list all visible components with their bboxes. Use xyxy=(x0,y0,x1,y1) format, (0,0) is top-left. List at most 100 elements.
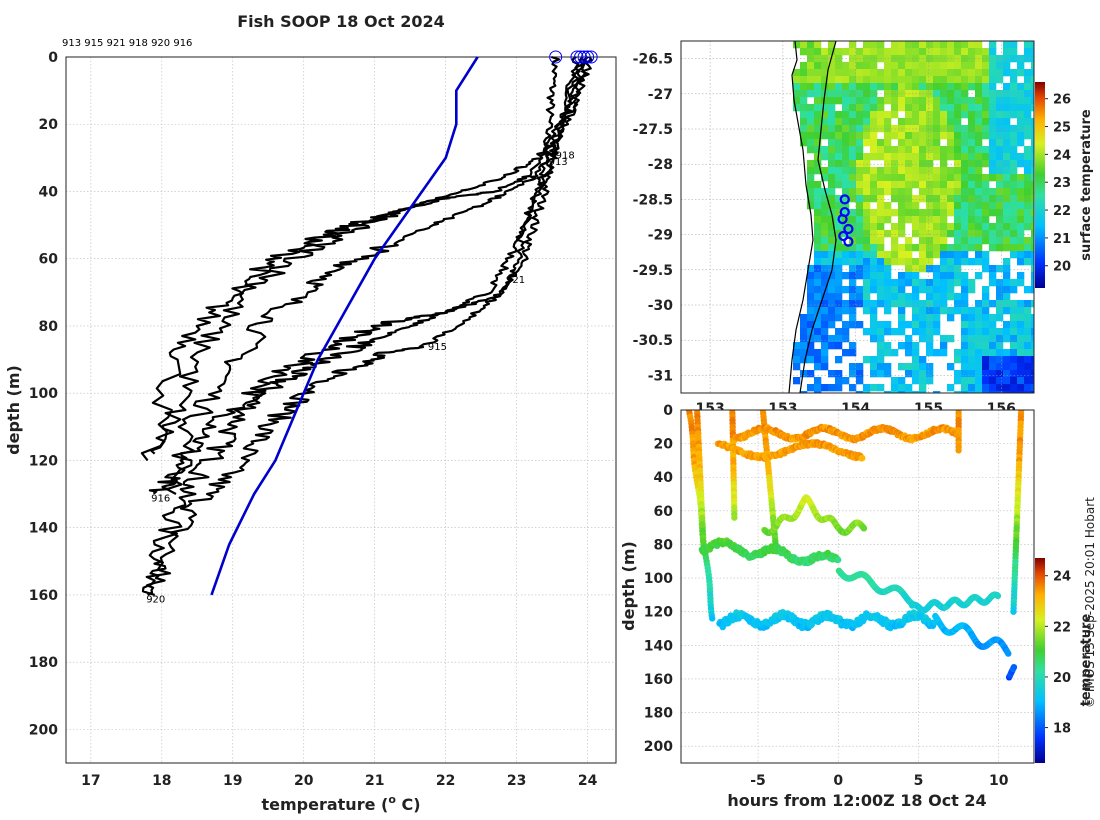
map-sst-cell xyxy=(912,377,920,385)
map-sst-cell xyxy=(968,48,976,56)
map-sst-cell xyxy=(954,153,962,161)
map-sst-cell xyxy=(933,265,941,273)
map-sst-cell xyxy=(975,41,983,49)
map-sst-cell xyxy=(933,48,941,56)
map-sst-cell xyxy=(898,167,906,175)
map-sst-cell xyxy=(961,209,969,217)
map-sst-cell xyxy=(989,314,997,322)
map-sst-cell xyxy=(940,41,948,49)
map-sst-cell xyxy=(926,181,934,189)
map-sst-cell xyxy=(954,83,962,91)
map-sst-cell xyxy=(954,356,962,364)
map-sst-cell xyxy=(863,384,871,392)
map-sst-cell xyxy=(1017,111,1025,119)
map-sst-cell xyxy=(961,321,969,329)
map-sst-cell xyxy=(828,48,836,56)
map-sst-cell xyxy=(996,314,1004,322)
map-sst-cell xyxy=(891,209,899,217)
map-lat-tick-label: -31 xyxy=(648,368,673,384)
map-sst-cell xyxy=(1010,139,1018,147)
map-sst-cell xyxy=(821,279,829,287)
map-sst-cell xyxy=(961,300,969,308)
map-sst-cell xyxy=(821,300,829,308)
map-sst-cell xyxy=(968,202,976,210)
map-sst-cell xyxy=(828,153,836,161)
map-sst-cell xyxy=(870,41,878,49)
map-sst-cell xyxy=(975,321,983,329)
map-sst-cell xyxy=(898,363,906,371)
map-sst-cell xyxy=(1010,216,1018,224)
map-sst-cell xyxy=(849,370,857,378)
map-sst-cell xyxy=(828,69,836,77)
map-sst-cell xyxy=(877,111,885,119)
map-sst-cell xyxy=(849,384,857,392)
map-sst-cell xyxy=(807,111,815,119)
map-sst-cell xyxy=(877,328,885,336)
map-sst-cell xyxy=(842,195,850,203)
map-sst-cell xyxy=(884,251,892,259)
map-sst-cell xyxy=(968,69,976,77)
map-sst-cell xyxy=(940,188,948,196)
map-sst-cell xyxy=(807,69,815,77)
map-sst-cell xyxy=(989,76,997,84)
map-sst-cell xyxy=(849,349,857,357)
map-sst-cell xyxy=(793,342,801,350)
map-sst-cell xyxy=(940,258,948,266)
map-sst-cell xyxy=(884,286,892,294)
map-sst-cell xyxy=(989,195,997,203)
map-sst-cell xyxy=(1003,356,1011,364)
map-sst-cell xyxy=(961,160,969,168)
sst-colorbar-tick-label: 24 xyxy=(1053,148,1071,163)
map-sst-cell xyxy=(891,251,899,259)
map-sst-cell xyxy=(1031,41,1034,49)
map-sst-cell xyxy=(968,377,976,385)
map-sst-cell xyxy=(800,41,808,49)
map-sst-cell xyxy=(800,62,808,70)
map-sst-cell xyxy=(828,237,836,245)
map-sst-cell xyxy=(919,118,927,126)
map-sst-cell xyxy=(926,118,934,126)
map-sst-cell xyxy=(940,181,948,189)
map-sst-cell xyxy=(996,286,1004,294)
map-sst-cell xyxy=(898,223,906,231)
map-sst-cell xyxy=(996,384,1004,392)
profile-end-label: 916 xyxy=(151,493,170,504)
map-sst-cell xyxy=(982,153,990,161)
map-sst-cell xyxy=(996,349,1004,357)
sst-colorbar-tick-label: 26 xyxy=(1053,93,1071,108)
map-sst-cell xyxy=(877,286,885,294)
map-sst-cell xyxy=(982,265,990,273)
map-sst-cell xyxy=(919,104,927,112)
map-sst-cell xyxy=(821,83,829,91)
map-sst-cell xyxy=(919,370,927,378)
map-sst-cell xyxy=(842,300,850,308)
map-sst-cell xyxy=(800,118,808,126)
map-sst-cell xyxy=(919,216,927,224)
map-sst-cell xyxy=(1003,370,1011,378)
map-sst-cell xyxy=(975,153,983,161)
map-sst-cell xyxy=(912,104,920,112)
map-sst-cell xyxy=(1031,244,1034,252)
sst-colorbar-label: surface temperature xyxy=(1079,109,1094,261)
map-sst-cell xyxy=(898,258,906,266)
map-sst-cell xyxy=(954,349,962,357)
map-sst-cell xyxy=(947,314,955,322)
map-sst-cell xyxy=(800,125,808,133)
map-sst-cell xyxy=(961,356,969,364)
map-sst-cell xyxy=(1017,391,1025,393)
map-sst-cell xyxy=(919,174,927,182)
map-sst-cell xyxy=(877,370,885,378)
map-sst-cell xyxy=(975,181,983,189)
map-lat-tick-label: -30.5 xyxy=(633,333,673,349)
map-sst-cell xyxy=(968,41,976,49)
map-sst-cell xyxy=(807,349,815,357)
map-station-marker xyxy=(843,236,854,247)
map-sst-cell xyxy=(1031,335,1034,343)
map-sst-cell xyxy=(982,111,990,119)
map-sst-cell xyxy=(919,111,927,119)
map-sst-cell xyxy=(961,83,969,91)
map-sst-cell xyxy=(940,244,948,252)
map-sst-cell xyxy=(870,216,878,224)
map-sst-cell xyxy=(1010,97,1018,105)
map-sst-cell xyxy=(814,328,822,336)
